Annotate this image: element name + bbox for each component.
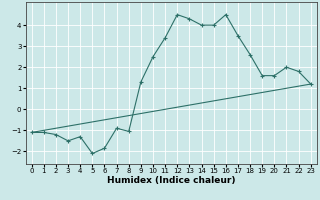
X-axis label: Humidex (Indice chaleur): Humidex (Indice chaleur) <box>107 176 236 185</box>
